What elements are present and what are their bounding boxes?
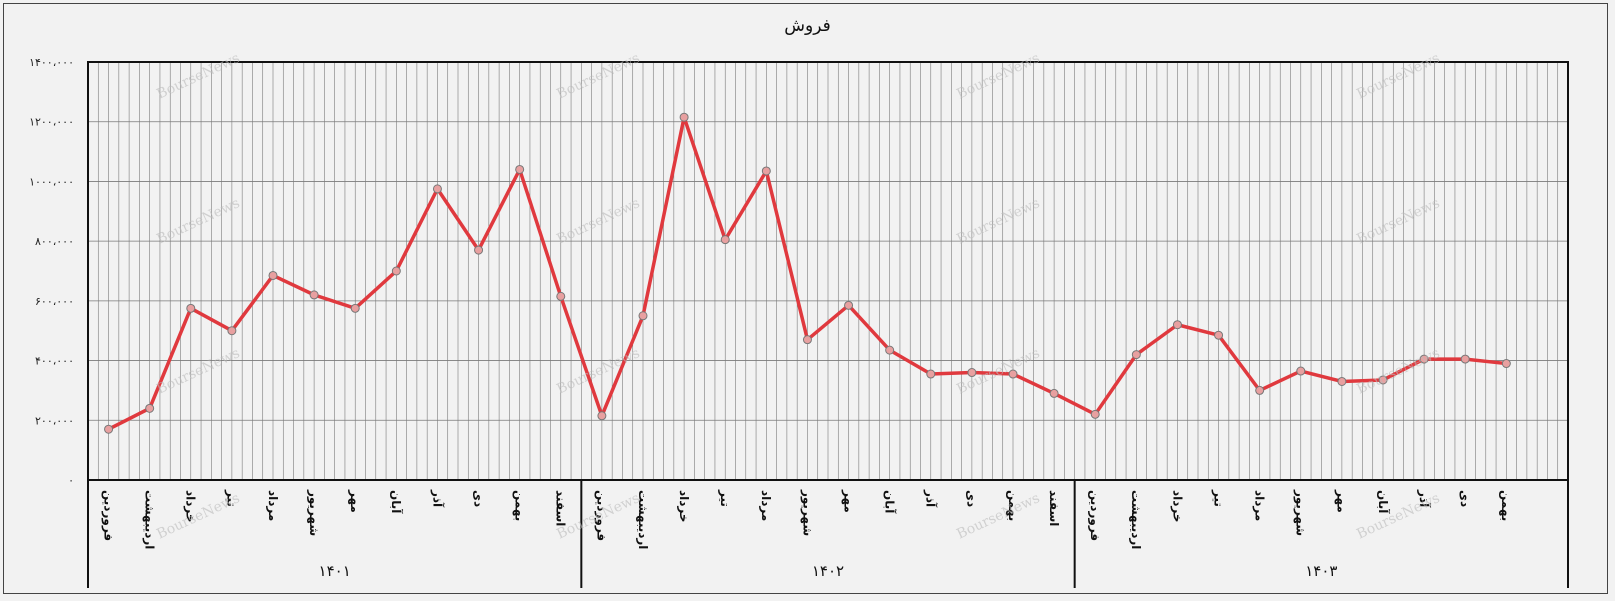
y-tick-label: ۲۰۰،۰۰۰	[35, 414, 74, 427]
group-label: ۱۴۰۲	[812, 562, 844, 580]
plot-area-border	[87, 61, 1569, 481]
data-point	[679, 112, 689, 122]
x-tick-label: مرداد	[759, 490, 773, 521]
x-tick-label: مهر	[348, 489, 362, 513]
x-tick-label: فروردین	[594, 490, 609, 541]
data-point	[1460, 354, 1470, 364]
y-tick-label: ۱۲۰۰،۰۰۰	[29, 116, 74, 129]
y-tick-label: ۸۰۰،۰۰۰	[35, 235, 74, 248]
data-point	[145, 403, 155, 413]
data-point	[1378, 375, 1388, 385]
data-point	[597, 411, 607, 421]
x-tick-label: آذر	[924, 489, 939, 508]
watermark: BourseNews	[554, 50, 642, 102]
x-tick-label: مرداد	[1252, 490, 1266, 521]
data-point	[967, 368, 977, 378]
x-tick-label: اردیبهشت	[1129, 490, 1143, 549]
data-point	[926, 369, 936, 379]
data-point	[1131, 350, 1141, 360]
data-point	[720, 235, 730, 245]
watermark: BourseNews	[154, 345, 242, 397]
watermark: BourseNews	[1354, 345, 1442, 397]
y-tick-label: ۶۰۰،۰۰۰	[35, 295, 74, 308]
x-tick-label: دی	[965, 490, 979, 507]
data-point	[1501, 359, 1511, 369]
chart-title: فروش	[784, 16, 831, 36]
grid-lines	[88, 62, 1568, 480]
data-point	[104, 424, 114, 434]
x-tick-label: فروردین	[100, 490, 115, 541]
data-point	[1049, 388, 1059, 398]
data-point	[1090, 409, 1100, 419]
data-point	[1255, 385, 1265, 395]
x-tick-label: بهمن	[1006, 490, 1020, 521]
data-point	[556, 291, 566, 301]
x-tick-label: فروردین	[1087, 490, 1102, 541]
x-tick-label: تیر	[718, 489, 732, 507]
data-point	[844, 300, 854, 310]
x-tick-label: مهر	[841, 489, 855, 513]
x-tick-label: مرداد	[266, 490, 280, 521]
data-point	[638, 311, 648, 321]
watermark: BourseNews	[1354, 490, 1442, 542]
data-point	[227, 326, 237, 336]
data-point	[1296, 366, 1306, 376]
data-point	[309, 290, 319, 300]
x-tick-label: شهریور	[1293, 489, 1308, 536]
y-tick-label: ۱۰۰۰،۰۰۰	[29, 175, 74, 188]
group-label: ۱۴۰۳	[1305, 562, 1337, 580]
y-tick-label: ۴۰۰،۰۰۰	[35, 355, 74, 368]
watermark: BourseNews	[1354, 195, 1442, 247]
data-point	[350, 303, 360, 313]
x-tick-label: اسفند	[1047, 490, 1061, 526]
x-tick-label: تیر	[225, 489, 239, 507]
watermark: BourseNews	[554, 345, 642, 397]
x-tick-label: شهریور	[799, 489, 814, 536]
x-tick-label: بهمن	[1499, 490, 1513, 521]
data-point	[1172, 320, 1182, 330]
data-point	[761, 166, 771, 176]
data-point	[1419, 354, 1429, 364]
x-tick-label: آبان	[882, 490, 897, 514]
data-point	[885, 345, 895, 355]
x-tick-label: تیر	[1211, 489, 1225, 507]
data-point	[515, 164, 525, 174]
group-label: ۱۴۰۱	[319, 562, 351, 580]
x-tick-label: خرداد	[184, 490, 198, 523]
data-point	[802, 335, 812, 345]
x-tick-label: اردیبهشت	[636, 490, 650, 549]
x-tick-label: دی	[471, 490, 485, 507]
x-tick-label: آبان	[389, 490, 404, 514]
x-tick-label: دی	[1458, 490, 1472, 507]
x-tick-label: بهمن	[512, 490, 526, 521]
x-tick-label: شهریور	[306, 489, 321, 536]
watermark: BourseNews	[954, 50, 1042, 102]
chart-frame	[3, 3, 1608, 594]
watermark: BourseNews	[1354, 50, 1442, 102]
data-point	[1008, 369, 1018, 379]
data-point	[432, 184, 442, 194]
data-point	[1214, 330, 1224, 340]
data-point	[391, 266, 401, 276]
y-tick-label: ۰	[68, 474, 74, 487]
x-tick-label: خرداد	[1170, 490, 1184, 523]
x-tick-label: مهر	[1335, 489, 1349, 513]
y-tick-label: ۱۴۰۰،۰۰۰	[29, 56, 74, 69]
data-point	[186, 303, 196, 313]
x-tick-label: اردیبهشت	[142, 490, 156, 549]
data-point	[1337, 376, 1347, 386]
watermark: BourseNews	[954, 195, 1042, 247]
x-tick-label: خرداد	[677, 490, 691, 523]
x-tick-label: آذر	[430, 489, 445, 508]
data-point	[474, 245, 484, 255]
x-tick-label: آذر	[1417, 489, 1432, 508]
watermark: BourseNews	[554, 195, 642, 247]
watermark: BourseNews	[154, 195, 242, 247]
x-tick-label: آبان	[1376, 490, 1391, 514]
data-point	[268, 270, 278, 280]
watermark: BourseNews	[154, 50, 242, 102]
x-tick-label: اسفند	[554, 490, 568, 526]
